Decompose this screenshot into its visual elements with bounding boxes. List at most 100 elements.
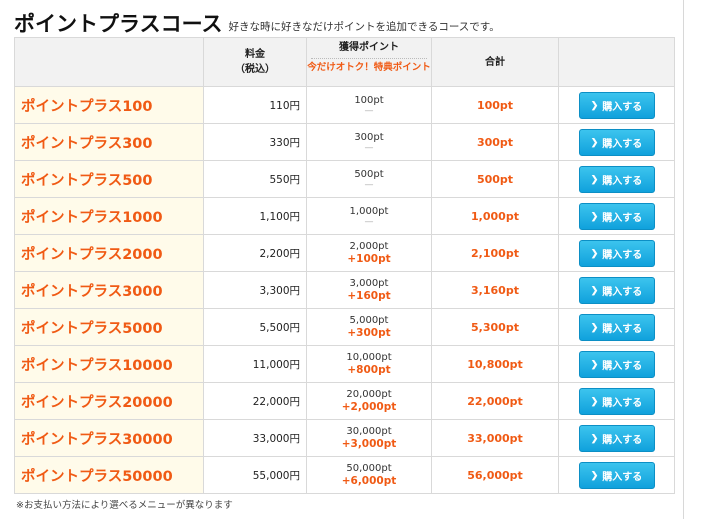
chevron-right-icon: ❯ xyxy=(590,247,599,258)
course-total: 33,000pt xyxy=(431,419,559,457)
header-total: 合計 xyxy=(431,37,559,87)
table-row: ポイントプラス100 110円 100pt —100pt ❯ 購入する xyxy=(14,86,675,124)
chevron-right-icon: ❯ xyxy=(590,99,599,110)
buy-button-label: 購入する xyxy=(602,212,643,224)
table-row: ポイントプラス1000 1,100円 1,000pt —1,000pt ❯ 購入する xyxy=(14,197,675,235)
course-name: ポイントプラス30000 xyxy=(14,419,204,457)
table-row: ポイントプラス3000 3,300円 3,000pt +160pt 3,160pt ❯ 購入… xyxy=(14,271,675,309)
base-points: 50,000pt xyxy=(346,463,392,474)
table-header-row: 料金 （税込） 獲得ポイント 今だけオトク！特典ポイント 合計 xyxy=(14,37,675,87)
buy-cell: ❯ 購入する xyxy=(558,123,675,161)
buy-cell: ❯ 購入する xyxy=(558,345,675,383)
course-name: ポイントプラス5000 xyxy=(14,308,204,346)
buy-button-label: 購入する xyxy=(602,175,643,187)
course-points-cell: 10,000pt +800pt xyxy=(306,345,432,383)
base-points: 500pt xyxy=(354,168,384,180)
base-points: 20,000pt xyxy=(346,389,392,400)
course-points-cell: 300pt — xyxy=(306,123,432,161)
bonus-points: +100pt xyxy=(347,253,391,265)
buy-button[interactable]: ❯ 購入する xyxy=(578,387,655,415)
chevron-right-icon: ❯ xyxy=(590,358,599,369)
course-name: ポイントプラス300 xyxy=(14,123,204,161)
bonus-points: +3,000pt xyxy=(341,438,397,450)
page-header: ポイントプラスコース 好きな時に好きなだけポイントを追加できるコースです。 xyxy=(14,4,500,38)
buy-button[interactable]: ❯ 購入する xyxy=(578,91,655,119)
buy-button-label: 購入する xyxy=(602,101,643,113)
course-total: 3,160pt xyxy=(431,271,559,309)
page-title: ポイントプラスコース xyxy=(14,12,223,36)
buy-button[interactable]: ❯ 購入する xyxy=(578,202,655,230)
bonus-points: +300pt xyxy=(347,327,391,339)
table-row: ポイントプラス20000 22,000円 20,000pt +2,000pt 22,00… xyxy=(14,382,675,420)
chevron-right-icon: ❯ xyxy=(590,210,599,221)
course-name: ポイントプラス3000 xyxy=(14,271,204,309)
buy-button[interactable]: ❯ 購入する xyxy=(578,239,655,267)
buy-button-label: 購入する xyxy=(602,397,643,409)
buy-button[interactable]: ❯ 購入する xyxy=(578,276,655,304)
header-points: 獲得ポイント 今だけオトク！特典ポイント xyxy=(306,37,432,87)
payment-note: ※お支払い方法により選べるメニューが異なります xyxy=(16,500,233,511)
buy-cell: ❯ 購入する xyxy=(558,456,675,494)
base-points: 30,000pt xyxy=(346,426,392,437)
course-name: ポイントプラス50000 xyxy=(14,456,204,494)
bonus-points: +160pt xyxy=(347,290,391,302)
course-price: 1,100円 xyxy=(203,197,307,235)
course-name: ポイントプラス100 xyxy=(14,86,204,124)
course-price: 110円 xyxy=(203,86,307,124)
course-points-cell: 50,000pt +6,000pt xyxy=(306,456,432,494)
course-name: ポイントプラス10000 xyxy=(14,345,204,383)
course-total: 5,300pt xyxy=(431,308,559,346)
course-price: 330円 xyxy=(203,123,307,161)
header-action-column xyxy=(558,37,675,87)
buy-button-label: 購入する xyxy=(602,434,643,446)
chevron-right-icon: ❯ xyxy=(590,321,599,332)
buy-cell: ❯ 購入する xyxy=(558,382,675,420)
buy-button-label: 購入する xyxy=(602,471,643,483)
course-points-cell: 20,000pt +2,000pt xyxy=(306,382,432,420)
dash-icon: — xyxy=(364,142,374,153)
base-points: 2,000pt xyxy=(349,241,389,252)
course-price: 5,500円 xyxy=(203,308,307,346)
course-points-cell: 100pt — xyxy=(306,86,432,124)
buy-button[interactable]: ❯ 購入する xyxy=(578,350,655,378)
course-points-cell: 3,000pt +160pt xyxy=(306,271,432,309)
bonus-points: +6,000pt xyxy=(341,475,397,487)
buy-button[interactable]: ❯ 購入する xyxy=(578,165,655,193)
base-points: 300pt xyxy=(354,131,384,143)
course-total: 500pt xyxy=(431,160,559,198)
bonus-points: +800pt xyxy=(347,364,391,376)
table-row: ポイントプラス300 330円 300pt —300pt ❯ 購入する xyxy=(14,123,675,161)
chevron-right-icon: ❯ xyxy=(590,469,599,480)
header-bonus-label: 今だけオトク！特典ポイント xyxy=(307,62,431,73)
page-subtitle: 好きな時に好きなだけポイントを追加できるコースです。 xyxy=(228,21,500,33)
page-divider-line xyxy=(683,0,684,519)
buy-button[interactable]: ❯ 購入する xyxy=(578,461,655,489)
dash-icon: — xyxy=(364,105,374,116)
course-points-cell: 2,000pt +100pt xyxy=(306,234,432,272)
course-total: 56,000pt xyxy=(431,456,559,494)
table-row: ポイントプラス500 550円 500pt —500pt ❯ 購入する xyxy=(14,160,675,198)
course-price: 2,200円 xyxy=(203,234,307,272)
table-row: ポイントプラス5000 5,500円 5,000pt +300pt 5,300pt ❯ 購入… xyxy=(14,308,675,346)
header-price-tax-label: （税込） xyxy=(235,64,275,75)
chevron-right-icon: ❯ xyxy=(590,432,599,443)
base-points: 5,000pt xyxy=(349,315,389,326)
buy-button-label: 購入する xyxy=(602,249,643,261)
buy-cell: ❯ 購入する xyxy=(558,308,675,346)
course-total: 22,000pt xyxy=(431,382,559,420)
chevron-right-icon: ❯ xyxy=(590,173,599,184)
buy-button[interactable]: ❯ 購入する xyxy=(578,313,655,341)
buy-button-label: 購入する xyxy=(602,286,643,298)
buy-button[interactable]: ❯ 購入する xyxy=(578,128,655,156)
buy-cell: ❯ 購入する xyxy=(558,271,675,309)
course-points-cell: 30,000pt +3,000pt xyxy=(306,419,432,457)
course-price: 550円 xyxy=(203,160,307,198)
course-price: 33,000円 xyxy=(203,419,307,457)
table-row: ポイントプラス2000 2,200円 2,000pt +100pt 2,100pt ❯ 購入… xyxy=(14,234,675,272)
course-total: 100pt xyxy=(431,86,559,124)
chevron-right-icon: ❯ xyxy=(590,395,599,406)
course-total: 1,000pt xyxy=(431,197,559,235)
buy-cell: ❯ 購入する xyxy=(558,86,675,124)
buy-button[interactable]: ❯ 購入する xyxy=(578,424,655,452)
chevron-right-icon: ❯ xyxy=(590,136,599,147)
